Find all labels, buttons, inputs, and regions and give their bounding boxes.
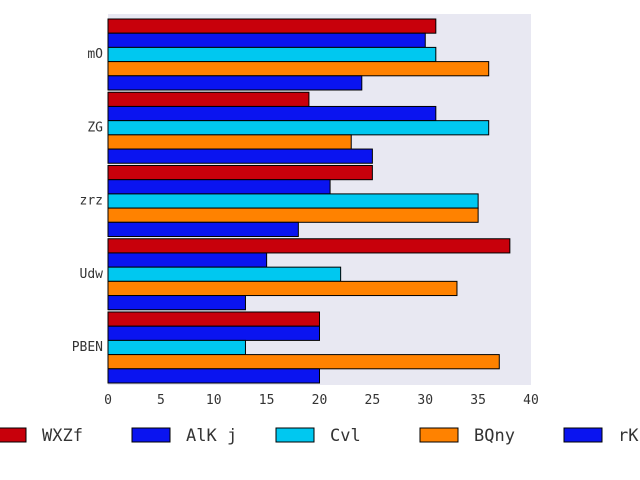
y-tick-labels: mO ZG zrz Udw PBEN [72,47,103,355]
y-tick-label: Udw [80,267,104,282]
x-tick-label: 25 [365,393,381,408]
legend-label: WXZf [42,426,83,446]
bar-PBEN-WXZf [107,311,320,327]
legend-label: Cvl [330,426,361,446]
bar-ZG-AlK-j [107,105,437,122]
bar-PBEN-AlK-j [107,325,320,341]
bar-mO-Cvl [107,46,437,63]
y-tick-label: PBEN [72,340,103,355]
legend-swatch [0,427,27,443]
x-tick-label: 10 [206,393,222,408]
bar-PBEN-Cvl [107,339,246,356]
bar-Udw-WXZf [107,238,511,254]
bar-zrz-WXZf [107,165,373,181]
x-tick-label: 0 [104,393,112,408]
legend-label: rK [618,426,639,446]
x-tick-label: 15 [259,393,275,408]
legend-swatch [419,427,459,443]
bar-PBEN-BQny [107,354,500,370]
bar-zrz-BQny [107,207,479,223]
legend-swatch [563,427,603,443]
bar-mO-AlK-j [107,32,426,48]
bar-mO-BQny [107,61,490,77]
legend-swatch [131,427,171,443]
y-tick-label: ZG [87,120,103,135]
bar-mO-WXZf [107,18,437,34]
legend-swatch [275,427,315,443]
bar-ZG-WXZf [107,91,310,107]
x-tick-label: 20 [312,393,328,408]
x-tick-label: 40 [523,393,539,408]
bar-Udw-rK [107,295,246,311]
bar-ZG-Cvl [107,120,490,136]
legend-label: BQny [474,426,515,446]
bar-ZG-BQny [107,134,352,150]
legend-label: AlK j [186,426,237,446]
bar-Udw-AlK-j [107,252,268,268]
x-tick-label: 5 [157,393,165,408]
x-tick-labels: 0 5 10 15 20 25 30 35 40 [104,393,539,408]
bar-ZG-rK [107,148,373,164]
bar-Udw-Cvl [107,266,342,282]
y-tick-label: mO [87,47,103,62]
bar-zrz-Cvl [107,193,479,209]
bar-zrz-rK [107,221,299,238]
legend: WXZf AlK j Cvl BQny rK [0,426,639,446]
bar-Udw-BQny [107,280,458,297]
bar-zrz-AlK-j [107,179,331,195]
bar-PBEN-rK [107,368,320,384]
x-tick-label: 30 [417,393,433,408]
bars-layer [107,18,511,384]
y-tick-label: zrz [80,194,103,209]
bar-mO-rK [107,75,363,91]
x-tick-label: 35 [470,393,486,408]
